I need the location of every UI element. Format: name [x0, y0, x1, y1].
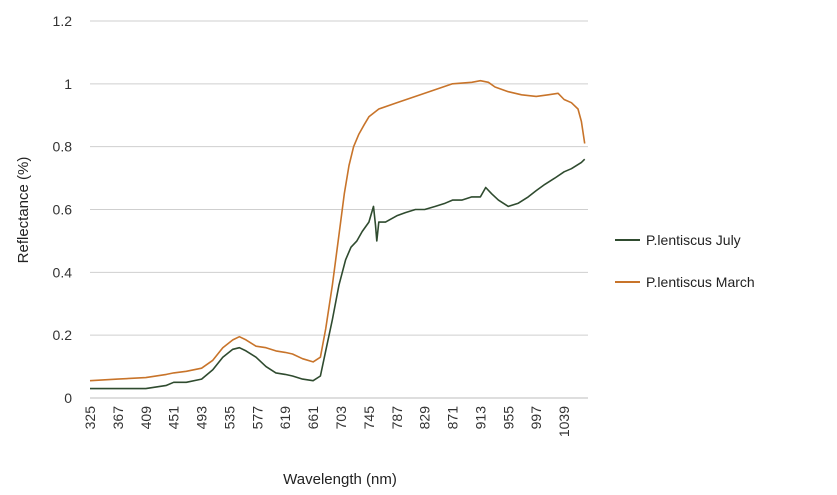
y-tick-labels: 0 0.2 0.4 0.6 0.8 1 1.2	[53, 13, 73, 406]
y-tick-label: 1	[64, 76, 72, 92]
y-tick-label: 0.8	[53, 139, 73, 155]
x-tick-label: 787	[389, 406, 405, 430]
x-tick-label: 913	[472, 406, 488, 430]
y-tick-label: 0.6	[53, 202, 73, 218]
y-tick-label: 0.4	[53, 264, 73, 280]
x-tick-label: 493	[194, 406, 210, 430]
x-tick-label: 325	[82, 406, 98, 430]
x-tick-label: 871	[445, 406, 461, 430]
series-line-july	[90, 158, 586, 390]
y-axis-title: Reflectance (%)	[15, 157, 32, 264]
x-tick-label: 409	[138, 406, 154, 430]
x-tick-label: 619	[277, 406, 293, 430]
x-tick-label: 997	[528, 406, 544, 430]
x-tick-label: 367	[110, 406, 126, 430]
legend-label-march: P.lentiscus March	[646, 274, 755, 290]
series-line-march	[89, 79, 586, 382]
x-tick-label: 955	[500, 406, 516, 430]
x-tick-label: 451	[166, 406, 182, 430]
x-tick-label: 1039	[556, 406, 572, 437]
x-tick-label: 703	[333, 406, 349, 430]
x-tick-label: 661	[305, 406, 321, 430]
gridlines	[90, 20, 588, 399]
x-tick-label: 535	[221, 406, 237, 430]
legend-label-july: P.lentiscus July	[646, 232, 741, 248]
x-tick-label: 577	[249, 406, 265, 430]
y-tick-label: 0	[64, 390, 72, 406]
x-axis-title: Wavelength (nm)	[283, 471, 397, 488]
x-tick-labels: 325 367 409 451 493 535 577 619 661 703 745 787 829 8…	[82, 406, 572, 437]
x-tick-label: 745	[361, 406, 377, 430]
legend: P.lentiscus July P.lentiscus March	[615, 232, 755, 290]
y-tick-label: 1.2	[53, 13, 73, 29]
y-tick-label: 0.2	[53, 327, 73, 343]
x-tick-label: 829	[417, 406, 433, 430]
legend-entry-july: P.lentiscus July	[615, 232, 741, 248]
series-lines	[89, 79, 586, 390]
legend-entry-march: P.lentiscus March	[615, 274, 755, 290]
